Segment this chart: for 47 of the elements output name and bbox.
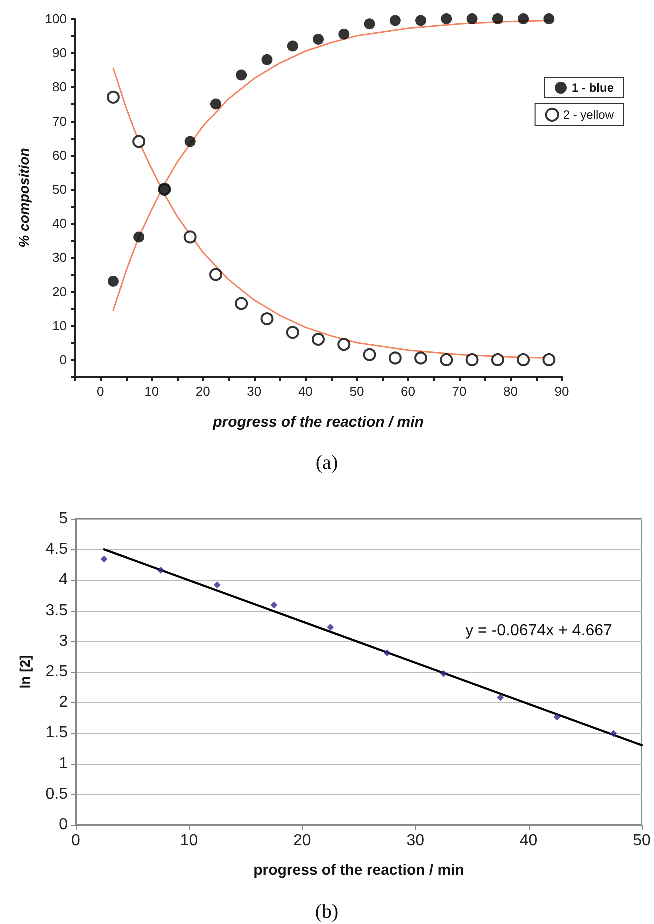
y-axis-title: % composition	[16, 148, 32, 248]
y-tick-label: 10	[52, 318, 67, 334]
x-tick-label: 20	[294, 832, 312, 850]
x-tick-label: 10	[144, 384, 160, 399]
x-tick-label: 0	[72, 832, 81, 850]
x-tick-label: 60	[400, 384, 416, 399]
y-tick-label: 3.5	[46, 602, 68, 620]
y-tick-label: 30	[52, 250, 67, 266]
y-axis-title: ln [2]	[17, 655, 33, 689]
x-tick-label: 40	[520, 832, 538, 850]
y-tick-label: 100	[45, 12, 67, 26]
x-axis-title: progress of the reaction / min	[254, 862, 464, 879]
x-tick-label: 0	[97, 384, 104, 399]
x-tick-label: 50	[350, 384, 364, 399]
y-tick-label: 4	[59, 572, 68, 589]
x-tick-label: 40	[298, 384, 313, 399]
y-tick-label: 0	[59, 816, 68, 834]
y-tick-label: 50	[52, 182, 67, 197]
x-tick-label: 30	[406, 832, 425, 850]
y-tick-label: 2	[59, 694, 68, 712]
x-tick-label: 90	[554, 384, 570, 399]
y-tick-label: 5	[59, 510, 68, 528]
x-tick-label: 80	[504, 384, 518, 399]
text: (b)	[315, 901, 339, 923]
y-tick-label: 1.5	[46, 724, 68, 742]
y-tick-label: 1	[59, 755, 68, 772]
y-tick-label: 0.5	[46, 786, 68, 803]
x-tick-label: 50	[633, 832, 651, 850]
y-tick-label: 90	[52, 46, 67, 61]
y-tick-label: 3	[59, 632, 68, 650]
annotation: y = -0.0674x + 4.667	[466, 622, 612, 640]
x-tick-label: 20	[196, 384, 210, 399]
x-tick-label: 10	[180, 832, 198, 850]
text: (a)	[316, 452, 338, 474]
legend-label: 1 - blue	[572, 81, 614, 95]
y-tick-label: 80	[52, 80, 67, 95]
y-tick-label: 4.5	[46, 541, 68, 558]
y-tick-label: 60	[52, 148, 67, 163]
x-axis-title: progress of the reaction / min	[212, 414, 424, 431]
x-tick-label: 70	[452, 384, 467, 399]
y-tick-label: 40	[52, 216, 67, 232]
y-tick-label: 2.5	[46, 664, 68, 680]
y-tick-label: 20	[52, 284, 67, 300]
y-tick-label: 70	[52, 114, 67, 129]
x-tick-label: 30	[247, 384, 262, 399]
y-tick-label: 0	[60, 352, 67, 368]
legend-label: 2 - yellow	[563, 108, 614, 122]
